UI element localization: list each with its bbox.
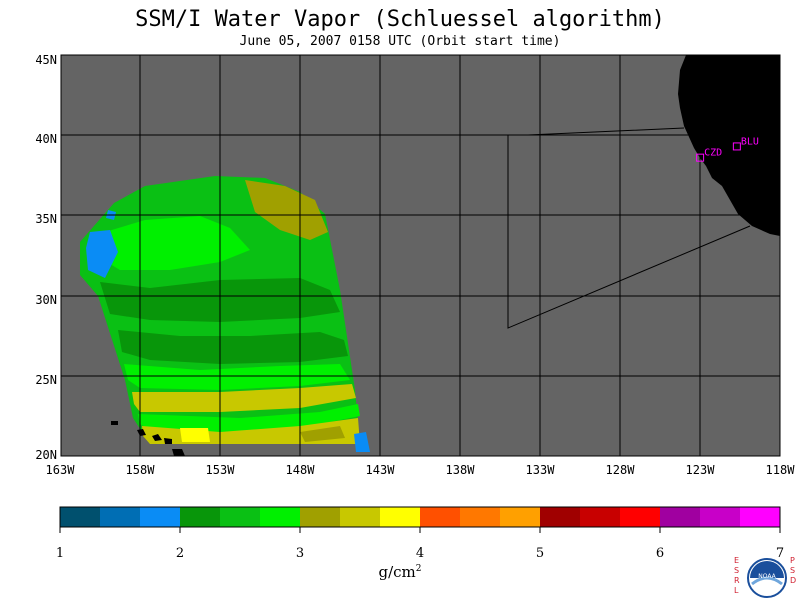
station-label: CZD [704, 148, 722, 159]
lat-label: 30N [35, 293, 57, 307]
legend-swatch [180, 507, 221, 527]
legend-swatch [580, 507, 621, 527]
lat-label: 40N [35, 132, 57, 146]
legend-swatch [220, 507, 261, 527]
legend-swatch [260, 507, 301, 527]
color-legend [59, 506, 781, 528]
lat-label: 35N [35, 212, 57, 226]
legend-swatch [620, 507, 661, 527]
lon-label: 128W [606, 463, 636, 477]
legend-swatch [700, 507, 741, 527]
legend-swatch [60, 507, 101, 527]
region-outline [507, 127, 751, 329]
color-legend-ticks: 1 2 3 4 5 6 7 [56, 527, 784, 561]
legend-units: g/cm2 [378, 563, 422, 581]
legend-swatch [300, 507, 341, 527]
legend-swatch [420, 507, 461, 527]
lon-label: 153W [206, 463, 236, 477]
noaa-logo-text: NOAA [758, 573, 776, 580]
legend-swatch [340, 507, 381, 527]
legend-tick-label: 5 [536, 546, 544, 561]
legend-swatch [380, 507, 421, 527]
station-marker [696, 153, 705, 162]
legend-swatch [100, 507, 141, 527]
legend-tick-label: 7 [776, 546, 784, 561]
longitude-labels: 163W 158W 153W 148W 143W 138W 133W 128W 123W 118W [46, 463, 796, 477]
lon-label: 158W [126, 463, 156, 477]
map-frame [60, 54, 781, 457]
legend-swatch [460, 507, 501, 527]
lon-label: 123W [686, 463, 716, 477]
hawaii-islands [111, 421, 185, 456]
station-markers: CZD BLU [696, 136, 759, 162]
legend-swatch [660, 507, 701, 527]
station-marker [732, 142, 741, 151]
legend-tick-label: 4 [416, 546, 424, 561]
lon-label: 118W [766, 463, 796, 477]
legend-tick-label: 2 [176, 546, 184, 561]
lat-label: 25N [35, 373, 57, 387]
lat-lon-grid [61, 55, 780, 456]
lat-label: 45N [35, 53, 57, 67]
map-title: SSM/I Water Vapor (Schluessel algorithm) [135, 7, 665, 32]
legend-tick-label: 6 [656, 546, 664, 561]
noaa-logo: NOAA [747, 558, 787, 598]
lon-label: 133W [526, 463, 556, 477]
lat-label: 20N [35, 448, 57, 462]
lon-label: 163W [46, 463, 76, 477]
map-subtitle: June 05, 2007 0158 UTC (Orbit start time… [239, 34, 561, 49]
legend-tick-label: 3 [296, 546, 304, 561]
legend-tick-label: 1 [56, 546, 64, 561]
north-america-land [678, 55, 780, 236]
legend-swatch [540, 507, 581, 527]
legend-swatch [740, 507, 781, 527]
legend-swatch [500, 507, 541, 527]
legend-swatch [140, 507, 181, 527]
lon-label: 148W [286, 463, 316, 477]
latitude-labels: 45N 40N 35N 30N 25N 20N [35, 53, 57, 462]
station-label: BLU [741, 136, 759, 147]
lon-label: 143W [366, 463, 396, 477]
lon-label: 138W [446, 463, 476, 477]
